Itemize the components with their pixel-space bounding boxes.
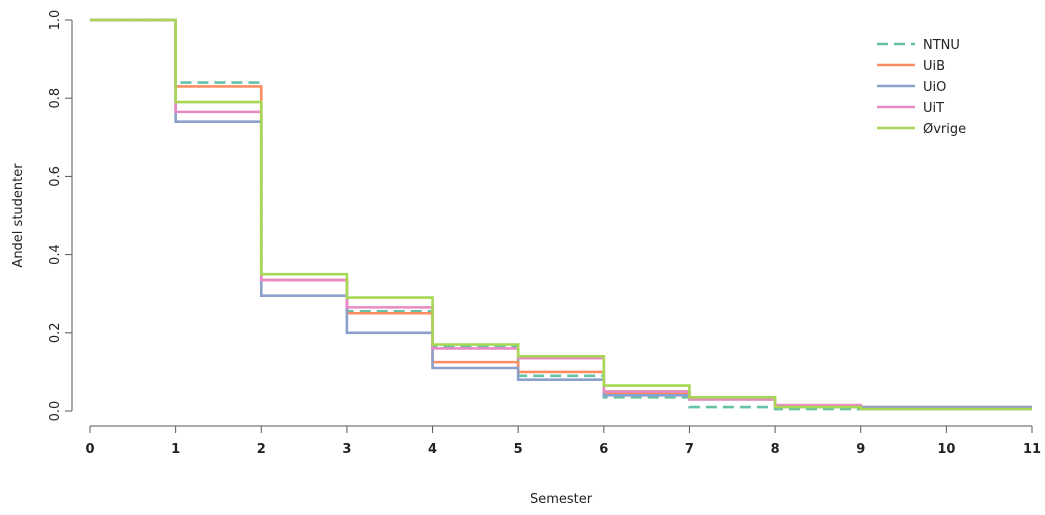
x-tick-label: 6 — [599, 442, 608, 457]
x-tick-label: 4 — [428, 442, 437, 457]
x-tick-label: 2 — [257, 442, 266, 457]
series-line-uib — [90, 18, 1032, 409]
series — [90, 18, 1032, 411]
y-ticks: 0.0 0.2 0.4 0.6 0.8 1.0 — [48, 10, 72, 422]
legend-label: NTNU — [923, 38, 960, 53]
x-tick-label: 10 — [937, 442, 955, 457]
y-tick-label: 0.8 — [48, 88, 63, 109]
series-line-ntnu — [90, 18, 1032, 411]
x-tick-label: 3 — [342, 442, 351, 457]
x-tick-label: 0 — [85, 442, 94, 457]
x-tick-label: 5 — [514, 442, 523, 457]
y-tick-label: 1.0 — [48, 10, 63, 31]
series-line--vrige — [90, 18, 1032, 411]
y-tick-label: 0.0 — [48, 401, 63, 422]
x-tick-label: 7 — [685, 442, 694, 457]
x-tick-label: 1 — [171, 442, 180, 457]
series-line-uit — [90, 18, 1032, 411]
series-line-uio — [90, 18, 1032, 409]
y-tick-label: 0.6 — [48, 166, 63, 187]
x-tick-label: 11 — [1023, 442, 1041, 457]
y-axis-title: Andel studenter — [11, 163, 26, 268]
x-tick-label: 9 — [856, 442, 865, 457]
legend-label: Øvrige — [923, 122, 966, 137]
y-tick-label: 0.4 — [48, 244, 63, 265]
legend: NTNU UiB UiO UiT Øvrige — [877, 38, 966, 137]
legend-label: UiO — [923, 80, 946, 95]
legend-label: UiB — [923, 59, 945, 74]
x-axis-title: Semester — [530, 492, 593, 507]
x-tick-label: 8 — [771, 442, 780, 457]
y-tick-label: 0.2 — [48, 322, 63, 343]
legend-label: UiT — [923, 101, 944, 116]
axes: 0 1 2 3 4 5 6 7 8 9 10 11 0.0 0.2 0.4 0.6 0.8 1.0 — [48, 10, 1041, 457]
x-ticks: 0 1 2 3 4 5 6 7 8 9 10 11 — [85, 426, 1041, 457]
